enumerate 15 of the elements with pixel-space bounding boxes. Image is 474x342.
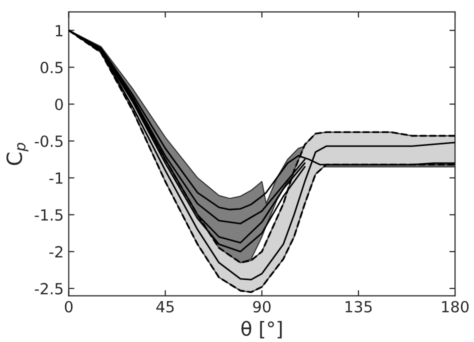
- y-tick-label: -1: [49, 172, 62, 184]
- y-axis-title: C$_{p}$: [6, 142, 28, 166]
- x-tick-label: 0: [64, 300, 73, 313]
- x-tick-label: 135: [346, 300, 372, 313]
- y-tick-label: 0: [55, 98, 63, 110]
- y-tick-label: -0.5: [34, 135, 63, 148]
- y-tick-label: -2.5: [34, 282, 63, 294]
- x-tick-label: 180: [442, 300, 469, 313]
- y-tick-label: -2: [49, 246, 62, 258]
- x-tick-label: 45: [156, 301, 174, 313]
- y-tick-label: 0.5: [40, 62, 63, 74]
- x-axis-title: θ [°]: [241, 320, 282, 338]
- y-tick-label: 1: [56, 25, 62, 36]
- x-tick-label: 90: [253, 300, 271, 313]
- y-tick-label: -1.5: [34, 209, 63, 221]
